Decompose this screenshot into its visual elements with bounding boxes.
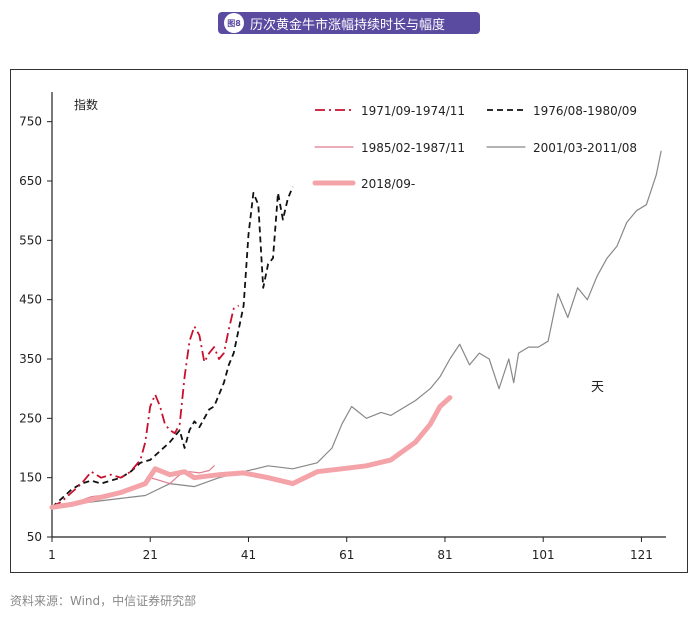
chart-title: 历次黄金牛市涨幅持续时长与幅度 <box>250 17 446 33</box>
series-line-2018/09- <box>49 395 453 510</box>
legend-label: 1971/09-1974/11 <box>361 104 465 118</box>
y-tick-label: 350 <box>19 352 42 366</box>
series-line-1971/09-1974/11 <box>51 304 240 509</box>
y-axis-label: 指数 <box>74 97 98 112</box>
chart-frame <box>10 69 688 573</box>
x-tick-label: 81 <box>437 548 452 562</box>
x-axis-label: 天 <box>591 380 604 395</box>
x-tick-label: 61 <box>339 548 354 562</box>
y-tick-label: 450 <box>19 293 42 307</box>
x-tick-label: 101 <box>532 548 555 562</box>
y-tick-label: 50 <box>27 530 42 544</box>
y-tick-label: 650 <box>19 174 42 188</box>
x-tick-label: 41 <box>241 548 256 562</box>
legend-label: 1976/08-1980/09 <box>533 104 637 118</box>
legend-label: 2001/03-2011/08 <box>533 141 637 155</box>
series-line-1976/08-1980/09 <box>51 186 294 508</box>
legend-label: 1985/02-1987/11 <box>361 141 465 155</box>
chart-title-bar: 图8 历次黄金牛市涨幅持续时长与幅度 <box>218 12 480 34</box>
x-tick-label: 21 <box>143 548 158 562</box>
figure-badge: 图8 <box>224 13 244 33</box>
y-tick-label: 550 <box>19 233 42 247</box>
x-tick-label: 1 <box>48 548 56 562</box>
legend-label: 2018/09- <box>361 177 415 191</box>
x-tick-label: 121 <box>630 548 653 562</box>
y-tick-label: 250 <box>19 411 42 425</box>
series-line-2001/03-2011/08 <box>51 150 662 508</box>
y-tick-label: 150 <box>19 471 42 485</box>
source-note: 资料来源：Wind，中信证券研究部 <box>10 594 197 608</box>
y-tick-label: 750 <box>19 115 42 129</box>
